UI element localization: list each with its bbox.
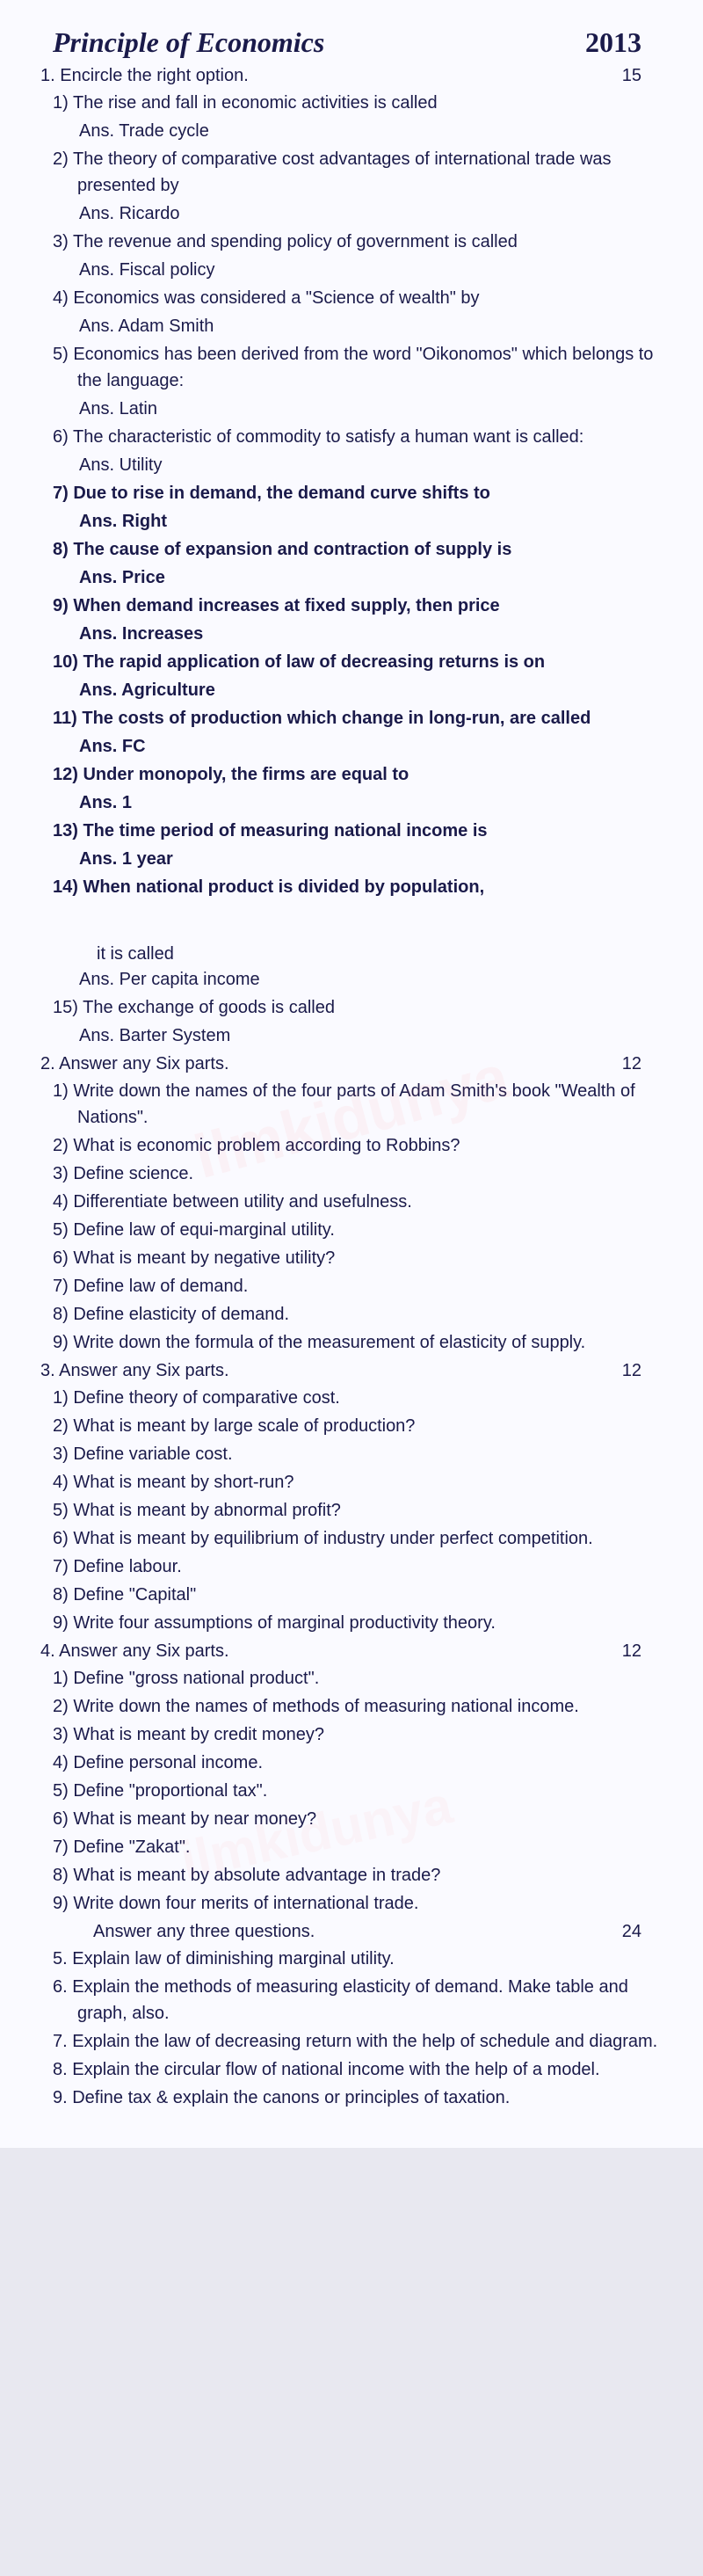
- section-4-header: 4. Answer any Six parts. 12: [40, 1641, 668, 1662]
- section-5-marks: 24: [622, 1922, 668, 1942]
- question-item: 1) The rise and fall in economic activit…: [65, 90, 668, 116]
- question-item: 8) Define "Capital": [65, 1582, 668, 1608]
- question-item: 3) The revenue and spending policy of go…: [65, 229, 668, 255]
- question-item: 2) What is meant by large scale of produ…: [65, 1413, 668, 1439]
- document-page: ilmkidunya ilmkidunya Principle of Econo…: [0, 0, 703, 2148]
- question-item: 5) Economics has been derived from the w…: [65, 341, 668, 394]
- section-3-items: 1) Define theory of comparative cost.2) …: [53, 1385, 668, 1636]
- question-item: 12) Under monopoly, the firms are equal …: [65, 761, 668, 788]
- answer-item: Ans. Per capita income: [53, 966, 668, 993]
- section-5-label: Answer any three questions.: [40, 1922, 315, 1942]
- question-item: 4) Differentiate between utility and use…: [65, 1189, 668, 1215]
- question-item: 5. Explain law of diminishing marginal u…: [65, 1946, 668, 1972]
- section-2-items: 1) Write down the names of the four part…: [53, 1078, 668, 1356]
- answer-item: Ans. Agriculture: [53, 677, 668, 703]
- section-4-items: 1) Define "gross national product".2) Wr…: [53, 1665, 668, 1917]
- question-item: 8) The cause of expansion and contractio…: [65, 536, 668, 563]
- question-item: 7) Define labour.: [65, 1554, 668, 1580]
- answer-item: Ans. Ricardo: [53, 200, 668, 227]
- question-item: 8) What is meant by absolute advantage i…: [65, 1862, 668, 1888]
- question-item: 6) What is meant by negative utility?: [65, 1245, 668, 1271]
- continuation-text: it is called: [53, 944, 668, 964]
- question-item: 9) Write down four merits of internation…: [65, 1890, 668, 1917]
- question-item: 8) Define elasticity of demand.: [65, 1301, 668, 1328]
- section-1-items: 1) The rise and fall in economic activit…: [53, 90, 668, 900]
- question-item: 3) What is meant by credit money?: [65, 1721, 668, 1748]
- section-4-marks: 12: [622, 1641, 668, 1662]
- answer-item: Ans. Right: [53, 508, 668, 535]
- doc-title: Principle of Economics: [53, 26, 324, 59]
- answer-item: Ans. 1 year: [53, 846, 668, 872]
- section-2-header: 2. Answer any Six parts. 12: [40, 1054, 668, 1074]
- question-item: 13) The time period of measuring nationa…: [65, 818, 668, 844]
- answer-item: Ans. Utility: [53, 452, 668, 478]
- answer-item: Ans. Increases: [53, 621, 668, 647]
- question-item: 7. Explain the law of decreasing return …: [65, 2028, 668, 2055]
- question-item: 3) Define variable cost.: [65, 1441, 668, 1467]
- question-item: 9) Write four assumptions of marginal pr…: [65, 1610, 668, 1636]
- page-header: Principle of Economics 2013: [53, 26, 668, 59]
- question-item: 2) What is economic problem according to…: [65, 1132, 668, 1159]
- question-item: 9. Define tax & explain the canons or pr…: [65, 2085, 668, 2111]
- question-item: 7) Due to rise in demand, the demand cur…: [65, 480, 668, 506]
- question-item: 14) When national product is divided by …: [65, 874, 668, 900]
- question-item: 4) What is meant by short-run?: [65, 1469, 668, 1495]
- question-item: 4) Define personal income.: [65, 1750, 668, 1776]
- section-2-label: 2. Answer any Six parts.: [40, 1054, 229, 1074]
- section-1-header: 1. Encircle the right option. 15: [40, 66, 668, 86]
- question-item: 15) The exchange of goods is called: [65, 994, 668, 1021]
- question-item: 11) The costs of production which change…: [65, 705, 668, 731]
- section-1-items-cont: Ans. Per capita income15) The exchange o…: [53, 966, 668, 1049]
- question-item: 5) Define "proportional tax".: [65, 1778, 668, 1804]
- section-5-items: 5. Explain law of diminishing marginal u…: [53, 1946, 668, 2111]
- question-item: 4) Economics was considered a "Science o…: [65, 285, 668, 311]
- question-item: 10) The rapid application of law of decr…: [65, 649, 668, 675]
- answer-item: Ans. Barter System: [53, 1022, 668, 1049]
- answer-item: Ans. Latin: [53, 396, 668, 422]
- section-3-marks: 12: [622, 1361, 668, 1381]
- question-item: 1) Define theory of comparative cost.: [65, 1385, 668, 1411]
- answer-item: Ans. Trade cycle: [53, 118, 668, 144]
- question-item: 9) When demand increases at fixed supply…: [65, 593, 668, 619]
- answer-item: Ans. FC: [53, 733, 668, 760]
- question-item: 5) What is meant by abnormal profit?: [65, 1497, 668, 1524]
- section-3-label: 3. Answer any Six parts.: [40, 1361, 229, 1381]
- question-item: 2) The theory of comparative cost advant…: [65, 146, 668, 199]
- question-item: 6) What is meant by equilibrium of indus…: [65, 1525, 668, 1552]
- question-item: 3) Define science.: [65, 1161, 668, 1187]
- answer-item: Ans. Price: [53, 564, 668, 591]
- section-2-marks: 12: [622, 1054, 668, 1074]
- question-item: 1) Define "gross national product".: [65, 1665, 668, 1692]
- question-item: 6) What is meant by near money?: [65, 1806, 668, 1832]
- question-item: 8. Explain the circular flow of national…: [65, 2056, 668, 2083]
- answer-item: Ans. Adam Smith: [53, 313, 668, 339]
- question-item: 9) Write down the formula of the measure…: [65, 1329, 668, 1356]
- question-item: 6. Explain the methods of measuring elas…: [65, 1974, 668, 2027]
- answer-item: Ans. 1: [53, 790, 668, 816]
- question-item: 7) Define law of demand.: [65, 1273, 668, 1299]
- doc-year: 2013: [585, 26, 668, 59]
- section-1-marks: 15: [622, 66, 668, 86]
- section-4-label: 4. Answer any Six parts.: [40, 1641, 229, 1662]
- answer-item: Ans. Fiscal policy: [53, 257, 668, 283]
- question-item: 6) The characteristic of commodity to sa…: [65, 424, 668, 450]
- question-item: 1) Write down the names of the four part…: [65, 1078, 668, 1131]
- section-5-header: Answer any three questions. 24: [40, 1922, 668, 1942]
- section-1-label: 1. Encircle the right option.: [40, 66, 249, 86]
- question-item: 5) Define law of equi-marginal utility.: [65, 1217, 668, 1243]
- question-item: 2) Write down the names of methods of me…: [65, 1693, 668, 1720]
- question-item: 7) Define "Zakat".: [65, 1834, 668, 1860]
- section-3-header: 3. Answer any Six parts. 12: [40, 1361, 668, 1381]
